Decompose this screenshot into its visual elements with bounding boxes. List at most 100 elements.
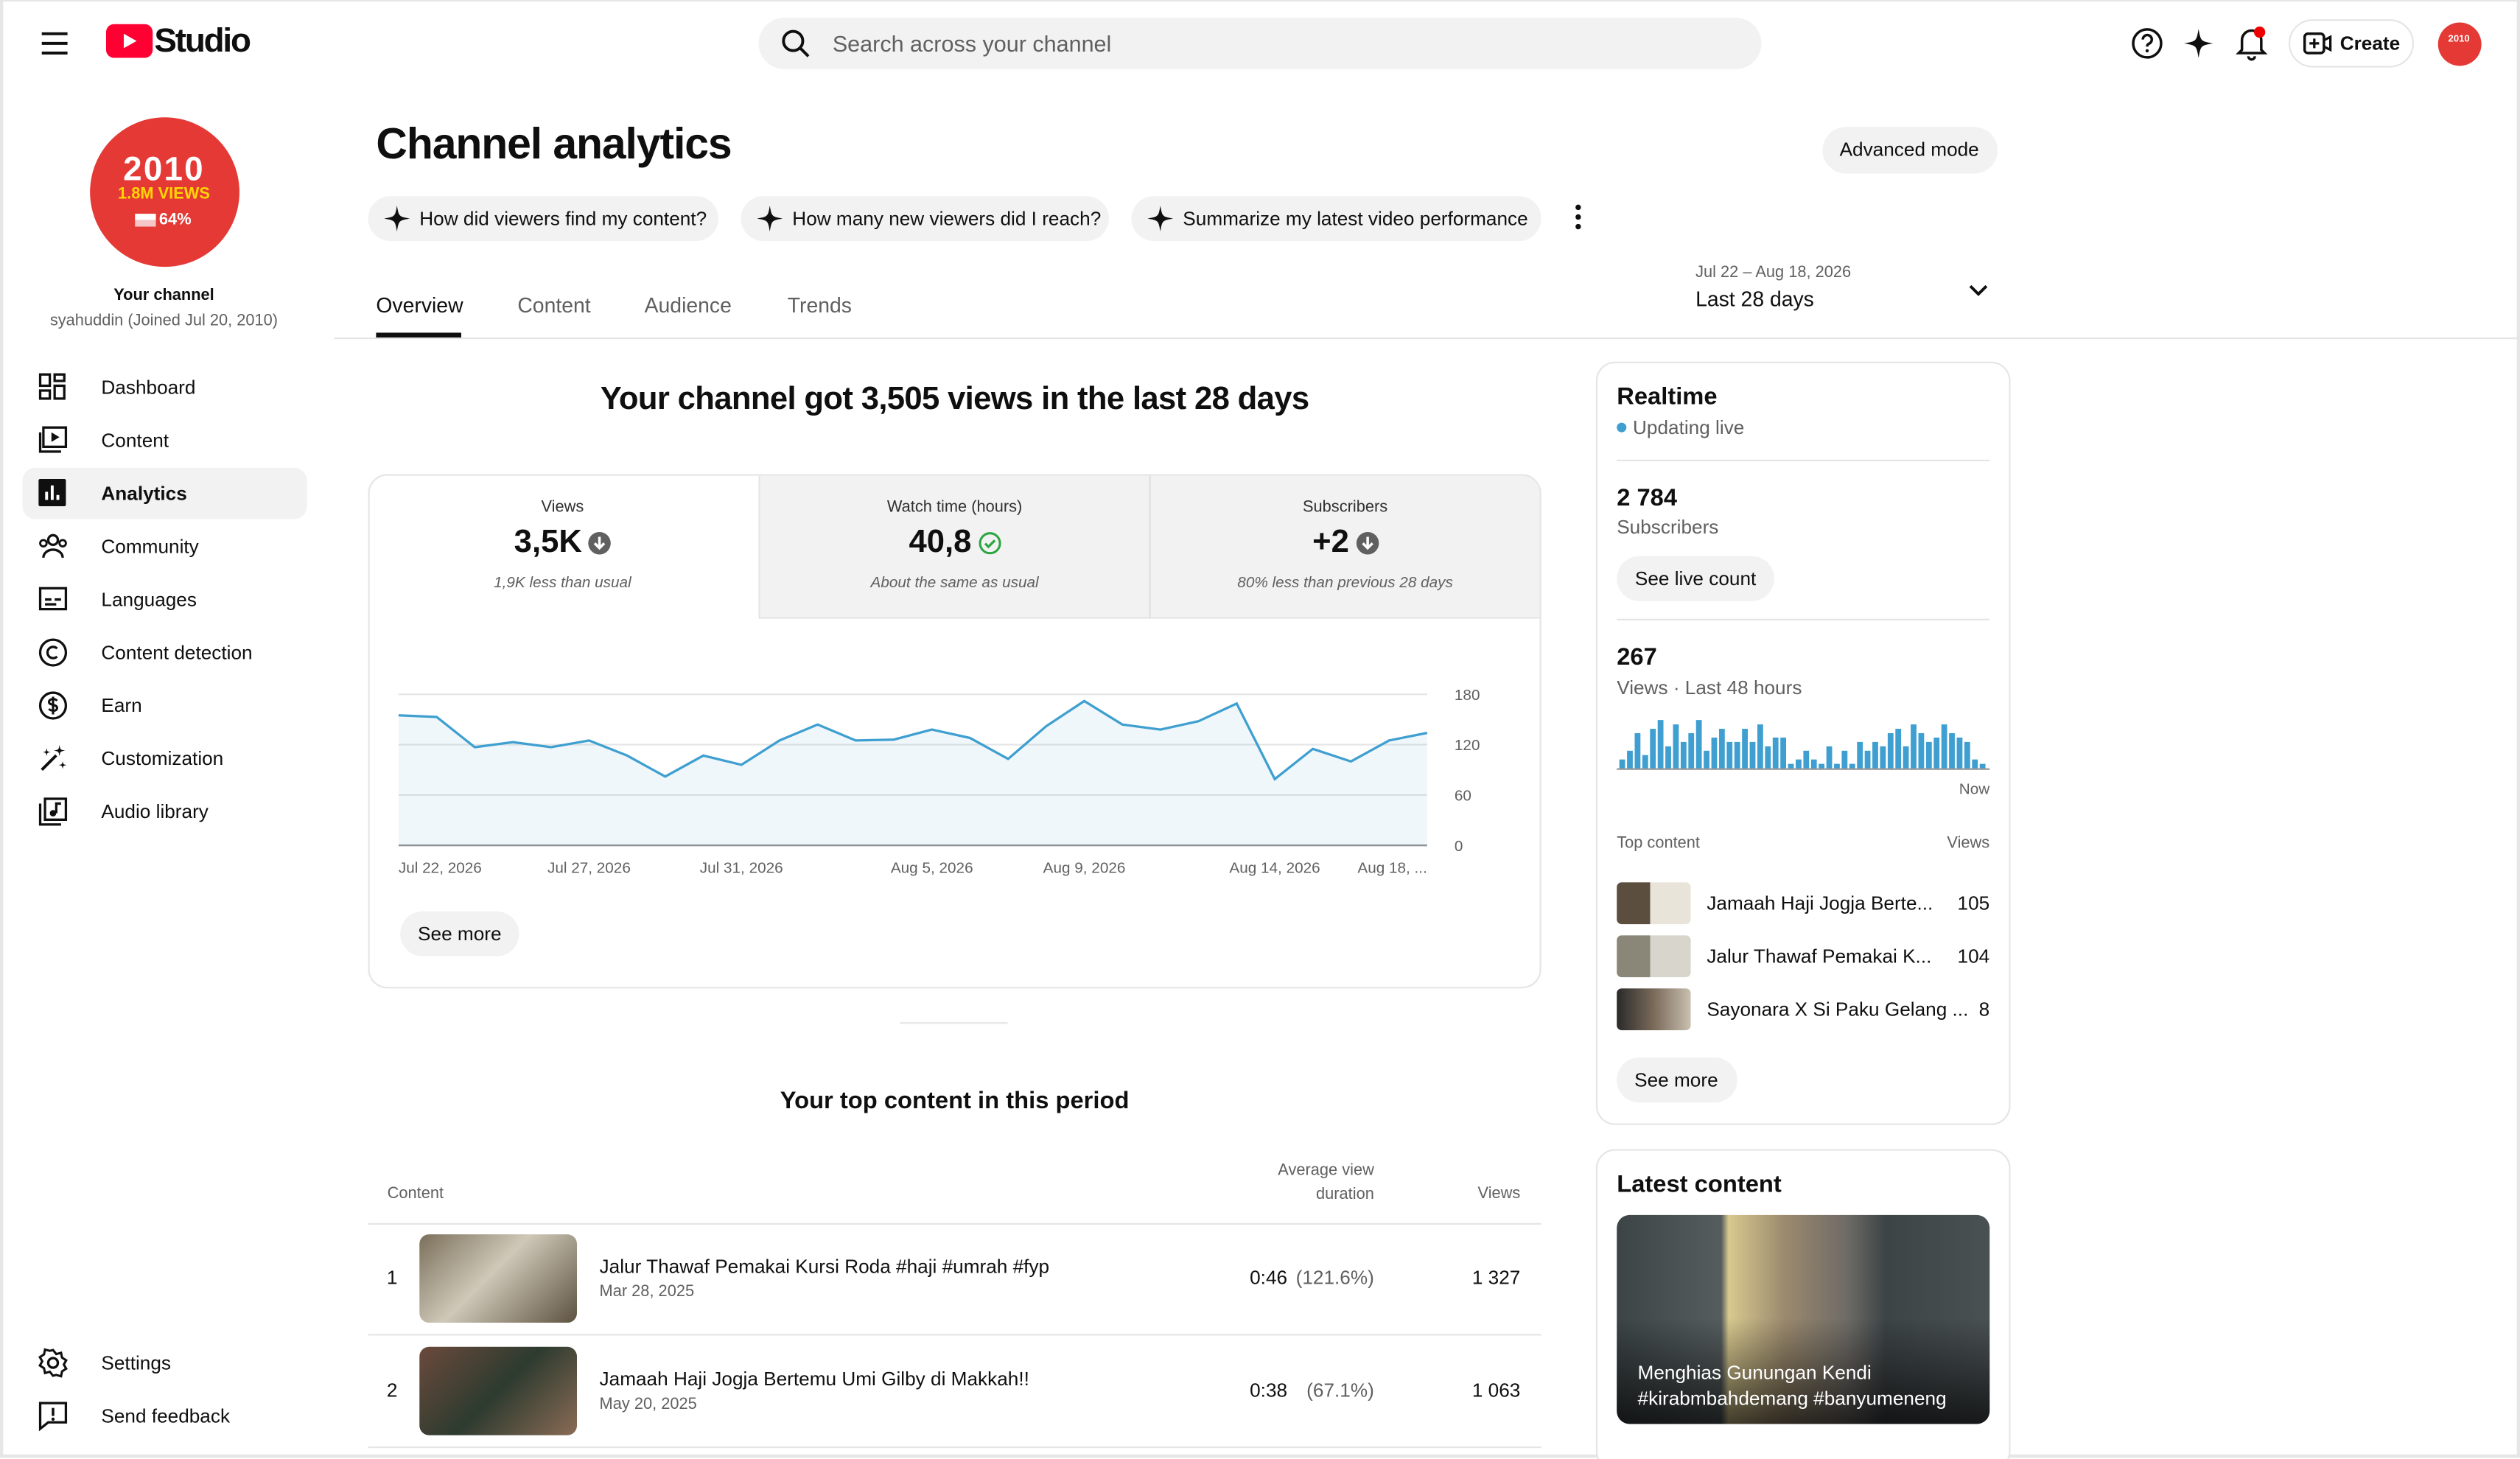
content-title[interactable]: Jamaah Haji Jogja Berte...: [1707, 892, 1933, 915]
latest-caption: Menghias Gunungan Kendi: [1637, 1361, 1872, 1384]
nav-icon[interactable]: [38, 638, 68, 667]
nav-icon[interactable]: [38, 585, 68, 614]
nav-icon[interactable]: [38, 797, 68, 826]
content-thumbnail[interactable]: [1617, 988, 1691, 1031]
channel-name: syahuddin (Joined Jul 20, 2010): [49, 312, 279, 331]
content-views: 8: [1978, 998, 1990, 1021]
avatar-views: 1.8M VIEWS: [118, 185, 210, 203]
avg-percent: (67.1%): [1306, 1379, 1374, 1402]
nav-item[interactable]: Community: [101, 535, 199, 558]
chip-label[interactable]: How many new viewers did I reach?: [792, 207, 1102, 230]
date-range[interactable]: Jul 22 – Aug 18, 2026: [1695, 264, 1852, 282]
metric-label[interactable]: Views: [541, 499, 584, 517]
create-label[interactable]: Create: [2339, 32, 2401, 55]
nav-icon[interactable]: [38, 373, 67, 402]
thumbnail-shade: [1617, 1318, 1990, 1424]
nav-item[interactable]: Dashboard: [101, 376, 196, 399]
video-title[interactable]: Jamaah Haji Jogja Bertemu Umi Gilby di M…: [599, 1368, 1029, 1390]
metric-status: [1355, 531, 1379, 555]
nav-item[interactable]: Content: [101, 429, 169, 452]
avg-percent: (121.6%): [1295, 1266, 1374, 1290]
metric-status: [978, 532, 1001, 555]
metric-value[interactable]: 40,8: [909, 525, 972, 561]
video-title[interactable]: Jalur Thawaf Pemakai Kursi Roda #haji #u…: [599, 1255, 1050, 1278]
avatar-flag: [135, 214, 156, 227]
see-more-label[interactable]: See more: [1634, 1068, 1718, 1091]
live-count-label[interactable]: See live count: [1634, 567, 1757, 590]
help-icon[interactable]: [2131, 27, 2163, 60]
more-options[interactable]: [1573, 204, 1583, 230]
tab[interactable]: Overview: [376, 293, 463, 318]
avg-duration: 0:38: [1250, 1379, 1288, 1402]
suggestion-chip[interactable]: [1131, 196, 1541, 242]
metric-status: [588, 531, 611, 555]
metric-label[interactable]: Watch time (hours): [886, 499, 1023, 517]
nav-item[interactable]: Languages: [101, 588, 197, 611]
tab[interactable]: Content: [517, 293, 591, 318]
metric-value[interactable]: 3,5K: [514, 525, 582, 561]
nav-item[interactable]: Content detection: [101, 641, 253, 664]
chip-label[interactable]: Summarize my latest video performance: [1183, 207, 1528, 230]
search-placeholder: Search across your channel: [832, 30, 1112, 57]
live-dot: [1617, 422, 1627, 433]
content-title[interactable]: Sayonara X Si Paku Gelang ...: [1707, 998, 1969, 1021]
advanced-mode-label[interactable]: Advanced mode: [1839, 138, 1979, 161]
tab[interactable]: Trends: [787, 293, 852, 318]
chip-sparkle: [384, 206, 410, 232]
suggestion-chip[interactable]: [368, 196, 718, 242]
logo-icon[interactable]: [105, 24, 153, 58]
metric-label[interactable]: Subscribers: [1303, 499, 1388, 517]
video-thumbnail[interactable]: [419, 1346, 578, 1435]
footer-icon[interactable]: [38, 1402, 68, 1432]
content-title[interactable]: Jalur Thawaf Pemakai K...: [1707, 945, 1932, 968]
period-dropdown[interactable]: [1969, 284, 1988, 297]
nav-icon[interactable]: [38, 478, 67, 508]
video-thumbnail[interactable]: [419, 1234, 578, 1323]
menu-button[interactable]: [41, 32, 68, 55]
notifications-icon[interactable]: [2236, 26, 2268, 61]
content-views: 105: [1957, 892, 1990, 915]
nav-item[interactable]: Audio library: [101, 800, 209, 823]
card-rule: [1617, 618, 1990, 620]
metric-value[interactable]: +2: [1312, 525, 1349, 561]
channel-avatar[interactable]: [90, 117, 239, 267]
footer-item[interactable]: Send feedback: [101, 1404, 231, 1427]
table-header: Views: [1477, 1185, 1521, 1203]
footer-icon[interactable]: [38, 1348, 68, 1378]
see-more-button[interactable]: [1617, 1057, 1737, 1103]
metric-note: 1,9K less than usual: [494, 574, 631, 592]
advanced-mode-button[interactable]: [1822, 127, 1998, 174]
search-box[interactable]: [758, 17, 1762, 69]
tab[interactable]: Audience: [644, 293, 732, 318]
create-icon: [2303, 32, 2332, 55]
chip-label[interactable]: How did viewers find my content?: [419, 207, 707, 230]
video-date: Mar 28, 2025: [599, 1283, 695, 1301]
nav-icon[interactable]: [38, 691, 68, 720]
card-title: Latest content: [1617, 1170, 1782, 1199]
content-thumbnail[interactable]: [1617, 935, 1691, 978]
period[interactable]: Last 28 days: [1695, 287, 1814, 312]
account-avatar[interactable]: [2437, 22, 2482, 66]
see-more-label[interactable]: See more: [418, 922, 502, 945]
row-views: 1 327: [1471, 1266, 1521, 1290]
see-more-button[interactable]: [400, 911, 519, 956]
nav-item[interactable]: Analytics: [101, 482, 187, 505]
nav-icon[interactable]: [38, 426, 68, 455]
table-rule: [368, 1222, 1541, 1225]
subscriber-count: 2 784: [1617, 484, 1678, 512]
section-title: Your top content in this period: [780, 1087, 1130, 1115]
headline: Your channel got 3,505 views in the last…: [600, 382, 1309, 418]
nav-icon[interactable]: [38, 532, 67, 561]
gemini-icon[interactable]: [2183, 27, 2215, 60]
content-thumbnail[interactable]: [1617, 882, 1691, 925]
live-count-button[interactable]: [1617, 556, 1774, 601]
footer-item[interactable]: Settings: [101, 1351, 171, 1374]
nav-item[interactable]: Customization: [101, 747, 224, 770]
table-rule: [368, 1446, 1541, 1449]
suggestion-chip[interactable]: [741, 196, 1109, 242]
nav-icon[interactable]: [38, 744, 67, 773]
logo-text[interactable]: Studio: [154, 22, 251, 60]
create-button[interactable]: [2288, 19, 2415, 68]
nav-item[interactable]: Earn: [101, 694, 142, 717]
